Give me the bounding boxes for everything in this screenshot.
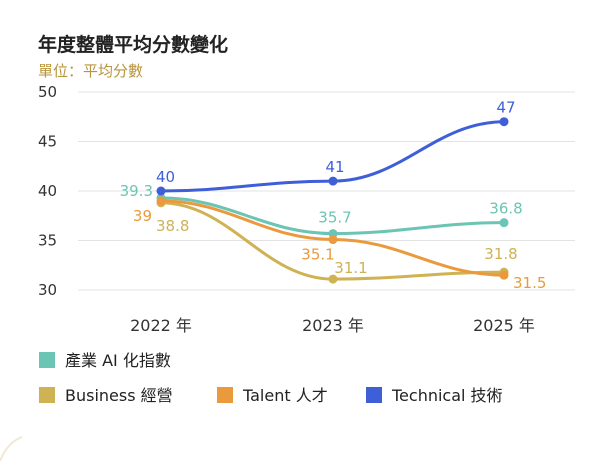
chart-subtitle: 單位：平均分數 [38,62,143,80]
data-point-3-2 [499,117,509,127]
y-tick-label-40: 40 [38,182,57,200]
data-label-3-0: 40 [156,168,175,186]
data-label-2-1: 35.1 [301,246,334,264]
data-label-0-2: 36.8 [489,200,522,218]
series-points [156,117,509,284]
data-label-2-0: 39 [133,207,152,225]
data-point-3-1 [328,176,338,186]
data-label-3-1: 41 [325,158,344,176]
data-label-1-1: 31.1 [334,259,367,277]
legend-label-0: 產業 AI 化指數 [65,351,171,370]
data-point-2-2 [499,270,509,280]
data-label-0-0: 39.3 [120,182,153,200]
x-tick-label-0: 2022 年 [130,316,192,335]
data-label-0-1: 35.7 [318,209,351,227]
legend-swatch-2 [217,387,233,403]
data-labels: 39.3 35.7 36.8 38.8 31.1 31.8 39 35.1 31.5 40 41 47 [120,99,547,292]
chart-title: 年度整體平均分數變化 [38,33,228,56]
data-point-2-0 [156,196,166,206]
data-label-1-2: 31.8 [484,245,517,263]
y-tick-label-35: 35 [38,232,57,250]
legend-label-2: Talent 人才 [242,386,328,405]
data-point-3-0 [156,186,166,196]
data-point-0-2 [499,218,509,228]
corner-decoration [0,436,23,461]
legend-swatch-0 [39,352,55,368]
legend-swatch-1 [39,387,55,403]
data-label-1-0: 38.8 [156,217,189,235]
legend-label-3: Technical 技術 [391,386,503,405]
y-tick-label-50: 50 [38,83,57,101]
data-point-1-1 [328,274,338,284]
legend: 產業 AI 化指數 Business 經營 Talent 人才 Technical 技… [39,351,503,405]
legend-label-1: Business 經營 [65,386,173,405]
data-label-3-2: 47 [496,99,515,117]
x-tick-label-1: 2023 年 [302,316,364,335]
y-tick-label-45: 45 [38,133,57,151]
y-tick-label-30: 30 [38,281,57,299]
grid-layer: 30 35 40 45 50 [38,83,575,299]
data-label-2-2: 31.5 [513,274,546,292]
x-tick-label-2: 2025 年 [473,316,535,335]
x-axis-ticks: 2022 年 2023 年 2025 年 [130,316,535,335]
data-point-2-1 [328,235,338,245]
legend-swatch-3 [366,387,382,403]
